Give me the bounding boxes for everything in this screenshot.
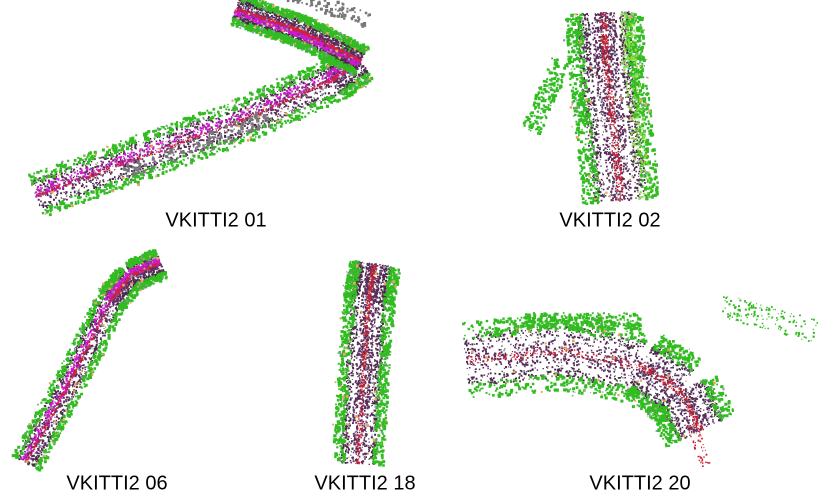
point-band [467, 365, 688, 441]
points [468, 317, 725, 432]
point-band [600, 12, 624, 201]
points [240, 0, 370, 54]
point-band [236, 0, 359, 77]
point-band [466, 347, 704, 432]
point-band [620, 12, 652, 200]
point-band [337, 262, 399, 442]
point-band [462, 312, 734, 421]
point-band [522, 57, 569, 135]
points [722, 296, 819, 342]
point-band [240, 0, 370, 54]
point-band [367, 265, 392, 465]
caption: VKITTI2 06 [66, 472, 167, 494]
point-band [16, 252, 160, 461]
point-band [349, 262, 384, 465]
point-band [686, 420, 711, 467]
point-band [38, 67, 370, 209]
points [591, 12, 633, 202]
point-band [286, 0, 371, 28]
points [35, 54, 361, 198]
point-band [355, 264, 378, 465]
caption: VKITTI2 20 [589, 472, 690, 494]
points [38, 67, 370, 209]
points [466, 347, 704, 432]
point-band [371, 267, 401, 467]
point-band [722, 296, 819, 342]
points [230, 17, 358, 77]
points [463, 339, 710, 436]
points [37, 59, 361, 197]
points [234, 8, 362, 66]
caption: VKITTI2 01 [165, 209, 266, 231]
points [25, 255, 159, 463]
point-band [34, 271, 168, 472]
points [16, 252, 160, 461]
points [120, 109, 272, 182]
point-band [332, 260, 362, 463]
points [565, 13, 601, 205]
caption: VKITTI2 02 [559, 209, 660, 231]
points [467, 365, 688, 441]
point-band [234, 8, 362, 66]
point-band [35, 54, 361, 198]
points [686, 420, 711, 467]
points [337, 262, 399, 442]
point-band [230, 17, 358, 77]
point-band [468, 317, 725, 432]
points [41, 72, 374, 217]
points [237, 0, 366, 56]
point-band [235, 7, 363, 63]
points [462, 312, 734, 421]
points [28, 42, 355, 185]
point-band [520, 312, 642, 332]
point-band [463, 339, 710, 436]
points [620, 12, 652, 200]
point-band [565, 13, 601, 205]
points [563, 11, 655, 201]
points [522, 57, 569, 135]
points [34, 271, 168, 472]
point-band [237, 0, 366, 56]
points [236, 0, 359, 77]
points [600, 12, 624, 201]
points [367, 265, 392, 465]
points [349, 262, 384, 465]
points [332, 260, 362, 463]
point-band [468, 372, 682, 448]
point-band [41, 72, 374, 217]
points [286, 0, 371, 28]
point-band [37, 59, 361, 197]
point-band [25, 255, 159, 463]
points [468, 372, 682, 448]
point-band [591, 12, 633, 202]
point-band [563, 11, 655, 201]
points [355, 264, 378, 465]
point-band [28, 42, 355, 185]
point-clouds [11, 0, 819, 472]
points [235, 7, 363, 63]
points [520, 312, 642, 332]
point-band [120, 109, 272, 182]
caption: VKITTI2 18 [314, 472, 415, 494]
points [371, 267, 401, 467]
